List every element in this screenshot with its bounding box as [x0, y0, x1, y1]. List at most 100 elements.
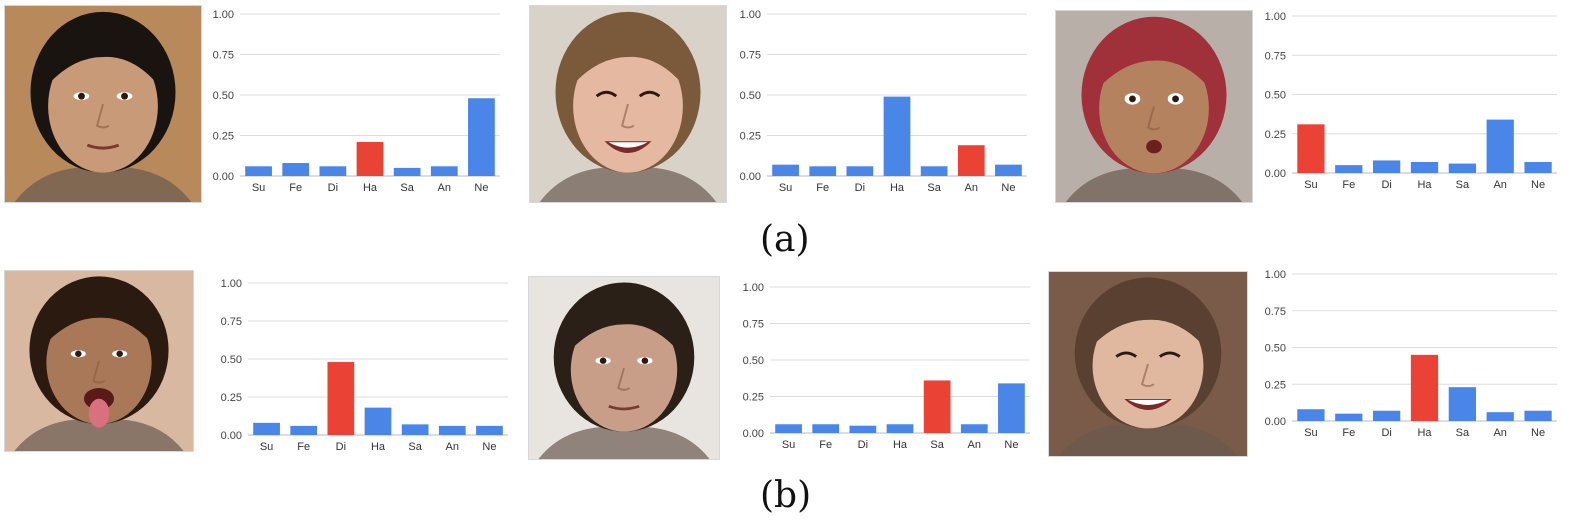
- bar-su: [1297, 124, 1325, 173]
- x-tick-label: Ha: [371, 441, 386, 453]
- x-tick-label: Sa: [408, 441, 422, 453]
- y-tick-label: 0.00: [221, 430, 242, 442]
- x-tick-label: An: [438, 182, 451, 194]
- x-tick-label: An: [1493, 179, 1506, 191]
- x-tick-label: Sa: [927, 182, 941, 194]
- bar-ne: [476, 425, 503, 435]
- x-tick-label: Ha: [1417, 179, 1432, 191]
- y-tick-label: 0.75: [221, 316, 242, 328]
- y-tick-label: 0.25: [740, 131, 761, 143]
- bar-chart-b3: 0.00 0.25 0.50 0.75 1.00 Su Fe Di Ha Sa An Ne: [1258, 268, 1563, 443]
- x-tick-label: Di: [328, 182, 338, 194]
- bar-ha: [883, 96, 911, 176]
- x-tick-label: An: [446, 441, 459, 453]
- y-tick-label: 0.25: [1265, 129, 1286, 141]
- x-tick-label: Di: [336, 441, 346, 453]
- bar-chart-a3: 0.00 0.25 0.50 0.75 1.00 Su Fe Di Ha Sa An Ne: [1258, 10, 1563, 195]
- y-tick-label: 1.00: [1265, 269, 1286, 281]
- x-tick-label: Su: [260, 441, 273, 453]
- y-tick-label: 1.00: [740, 9, 761, 21]
- y-tick-label: 1.00: [213, 9, 234, 21]
- x-tick-label: Sa: [930, 439, 944, 451]
- bar-ha: [356, 141, 384, 176]
- chart-svg: 0.00 0.25 0.50 0.75 1.00 Su Fe Di Ha Sa An Ne: [221, 278, 508, 453]
- y-tick-label: 1.00: [221, 278, 242, 290]
- x-tick-label: An: [968, 439, 981, 451]
- x-tick-label: Di: [1381, 179, 1391, 191]
- y-tick-label: 0.25: [221, 392, 242, 404]
- bar-chart-b2: 0.00 0.25 0.50 0.75 1.00 Su Fe Di Ha Sa An Ne: [736, 281, 1036, 455]
- bar-ha: [886, 424, 914, 433]
- bar-ha: [364, 407, 392, 435]
- bar-sa: [393, 167, 421, 176]
- face-illustration: [5, 6, 201, 202]
- bar-sa: [920, 166, 948, 176]
- y-tick-label: 0.00: [1265, 168, 1286, 180]
- y-tick-label: 0.50: [743, 355, 764, 367]
- bar-an: [438, 425, 466, 435]
- y-tick-label: 0.50: [1265, 343, 1286, 355]
- bar-fe: [809, 166, 837, 176]
- chart-svg: 0.00 0.25 0.50 0.75 1.00 Su Fe Di Ha Sa An Ne: [213, 9, 500, 194]
- x-tick-label: Fe: [297, 441, 310, 453]
- x-tick-label: Ne: [1001, 182, 1015, 194]
- face-illustration: [530, 6, 726, 202]
- x-tick-label: Sa: [400, 182, 414, 194]
- bar-an: [960, 424, 988, 433]
- y-tick-label: 0.25: [743, 392, 764, 404]
- bar-su: [775, 424, 802, 433]
- y-tick-label: 0.00: [213, 171, 234, 183]
- x-tick-label: Ne: [474, 182, 488, 194]
- x-tick-label: Ne: [1004, 439, 1018, 451]
- y-tick-label: 0.75: [1265, 306, 1286, 318]
- y-tick-label: 0.50: [740, 90, 761, 102]
- face-photo-a2: [529, 5, 727, 203]
- x-tick-label: Di: [858, 439, 868, 451]
- y-tick-label: 0.25: [1265, 379, 1286, 391]
- bar-su: [1297, 409, 1325, 421]
- bar-fe: [290, 425, 318, 435]
- x-tick-label: Ha: [890, 182, 905, 194]
- bar-ne: [998, 383, 1025, 433]
- y-tick-label: 0.75: [743, 319, 764, 331]
- bar-sa: [923, 380, 951, 433]
- y-tick-label: 1.00: [1265, 11, 1286, 23]
- x-tick-label: Fe: [1342, 179, 1355, 191]
- bar-an: [430, 166, 458, 176]
- x-tick-label: Fe: [819, 439, 832, 451]
- x-tick-label: Ne: [1531, 427, 1545, 439]
- y-tick-label: 0.50: [221, 354, 242, 366]
- x-tick-label: An: [965, 182, 978, 194]
- x-tick-label: Sa: [1456, 427, 1470, 439]
- y-tick-label: 0.00: [1265, 416, 1286, 428]
- bar-an: [1486, 412, 1514, 421]
- bar-chart-a2: 0.00 0.25 0.50 0.75 1.00 Su Fe Di Ha Sa An Ne: [733, 8, 1033, 198]
- y-tick-label: 1.00: [743, 282, 764, 294]
- chart-svg: 0.00 0.25 0.50 0.75 1.00 Su Fe Di Ha Sa An Ne: [743, 282, 1030, 451]
- x-tick-label: Su: [779, 182, 792, 194]
- caption-row-b: (b): [760, 475, 812, 516]
- y-tick-label: 0.25: [213, 131, 234, 143]
- x-tick-label: Ne: [1531, 179, 1545, 191]
- x-tick-label: Su: [252, 182, 265, 194]
- x-tick-label: Fe: [1342, 427, 1355, 439]
- face-photo-a1: [4, 5, 202, 203]
- y-tick-label: 0.00: [740, 171, 761, 183]
- bar-ha: [1410, 162, 1439, 173]
- y-tick-label: 0.00: [743, 428, 764, 440]
- x-tick-label: Su: [1304, 427, 1317, 439]
- bar-su: [772, 164, 799, 176]
- x-tick-label: An: [1493, 427, 1506, 439]
- bar-di: [319, 166, 347, 176]
- bar-chart-b1: 0.00 0.25 0.50 0.75 1.00 Su Fe Di Ha Sa An Ne: [214, 277, 514, 457]
- x-tick-label: Fe: [289, 182, 302, 194]
- face-illustration: [5, 271, 193, 451]
- bar-ne: [995, 164, 1022, 176]
- bar-di: [1373, 410, 1401, 421]
- caption-row-a: (a): [760, 219, 810, 260]
- bar-di: [327, 362, 355, 435]
- y-tick-label: 0.50: [1265, 90, 1286, 102]
- x-tick-label: Sa: [1456, 179, 1470, 191]
- bar-su: [253, 422, 280, 435]
- bar-fe: [1335, 413, 1363, 421]
